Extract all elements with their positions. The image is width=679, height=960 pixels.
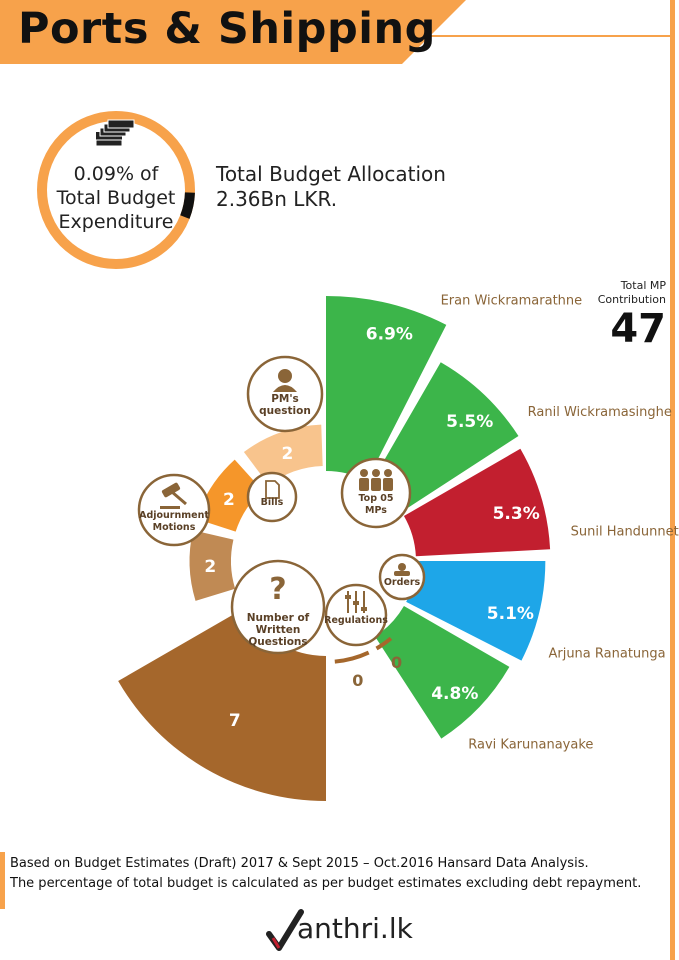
badge-label: Written bbox=[256, 624, 301, 636]
mp-bar bbox=[326, 296, 447, 481]
person-icon bbox=[273, 369, 297, 392]
gavel-icon bbox=[160, 482, 187, 509]
regulations-badge: Regulations bbox=[324, 583, 388, 647]
people-group-icon bbox=[359, 469, 393, 491]
page-accent-border bbox=[670, 0, 675, 960]
budget-share-line: 0.09% of bbox=[73, 163, 159, 185]
activity-value-label: 7 bbox=[229, 711, 241, 731]
budget-share-text: 0.09% of Total Budget Expenditure bbox=[46, 162, 186, 234]
mp-total-label-line: Contribution bbox=[597, 293, 666, 306]
manthri-logo[interactable]: anthri.lk bbox=[265, 908, 425, 952]
budget-ring bbox=[37, 111, 195, 269]
mp-bar bbox=[371, 362, 519, 512]
badge-label: Bills bbox=[261, 497, 284, 508]
title-banner-shape bbox=[0, 0, 672, 64]
sliders-icon bbox=[345, 591, 367, 613]
mp-total-value: 47 bbox=[610, 306, 666, 352]
mp-total-label-line: Total MP bbox=[620, 279, 666, 292]
activity-bar bbox=[375, 636, 393, 651]
stamp-icon bbox=[394, 563, 410, 576]
badge-label: Adjournment bbox=[139, 510, 209, 521]
badge-label: Orders bbox=[384, 577, 421, 588]
footer-source-note: Based on Budget Estimates (Draft) 2017 &… bbox=[10, 856, 589, 871]
document-icon bbox=[265, 480, 280, 499]
badge-label: Regulations bbox=[324, 615, 388, 626]
badge-label: Motions bbox=[153, 522, 196, 533]
activity-value-label: 2 bbox=[223, 490, 235, 510]
badge-label: MPs bbox=[365, 505, 387, 516]
mp-name-label: Eran Wickramarathne bbox=[441, 293, 583, 308]
svg-text:?: ? bbox=[269, 572, 286, 607]
mp-bar bbox=[406, 561, 546, 661]
activity-bar bbox=[118, 608, 326, 801]
mp-name-label: Sunil Handunneththi bbox=[571, 524, 679, 539]
activity-bar bbox=[334, 650, 370, 664]
activity-bar bbox=[196, 459, 263, 532]
title-banner: Ports & Shipping bbox=[0, 0, 679, 70]
question-mark-icon: ? bbox=[269, 572, 286, 607]
page-title: Ports & Shipping bbox=[18, 4, 436, 54]
badge-label: question bbox=[259, 405, 311, 417]
activity-value-label: 2 bbox=[204, 557, 216, 577]
orders-badge: Orders bbox=[378, 553, 426, 601]
mp-total-label: Total MP Contribution bbox=[582, 279, 666, 307]
footer-accent-bar bbox=[0, 852, 5, 909]
badge-label: Number of bbox=[247, 612, 310, 624]
radial-chart: 6.9% Eran Wickramarathne 5.5% Ranil Wickram… bbox=[118, 293, 679, 801]
allocation-value: 2.36Bn LKR. bbox=[216, 187, 338, 211]
activity-value-label: 0 bbox=[391, 653, 402, 672]
mp-value-label: 5.1% bbox=[487, 604, 534, 624]
mp-bar bbox=[375, 606, 510, 739]
budget-share-arc bbox=[180, 192, 195, 219]
mp-value-label: 4.8% bbox=[431, 684, 478, 704]
mp-value-label: 5.5% bbox=[446, 412, 493, 432]
badge-label: PM's bbox=[271, 393, 299, 405]
mp-name-label: Ravi Karunanayake bbox=[468, 737, 593, 752]
budget-share-line: Total Budget bbox=[56, 187, 176, 209]
mp-value-label: 6.9% bbox=[366, 325, 413, 345]
mp-name-label: Ranil Wickramasinghe bbox=[528, 405, 672, 420]
footer-method-note: The percentage of total budget is calcul… bbox=[10, 876, 642, 891]
allocation-label: Total Budget Allocation bbox=[216, 162, 446, 186]
activity-value-label: 0 bbox=[352, 671, 363, 690]
mp-bar bbox=[403, 448, 551, 557]
mp-name-label: Arjuna Ranatunga bbox=[548, 647, 665, 662]
badge-label: Questions bbox=[248, 636, 307, 648]
logo-check-icon bbox=[266, 909, 304, 951]
activity-bar bbox=[243, 424, 323, 486]
money-stack-icon bbox=[95, 119, 135, 147]
activity-bar bbox=[189, 530, 236, 601]
bills-badge: Bills bbox=[246, 471, 298, 523]
activity-value-label: 2 bbox=[281, 444, 293, 464]
budget-share-line: Expenditure bbox=[58, 211, 174, 233]
mp-value-label: 5.3% bbox=[493, 504, 540, 524]
badge-label: Top 05 bbox=[358, 493, 393, 504]
logo-text: anthri.lk bbox=[297, 912, 413, 945]
